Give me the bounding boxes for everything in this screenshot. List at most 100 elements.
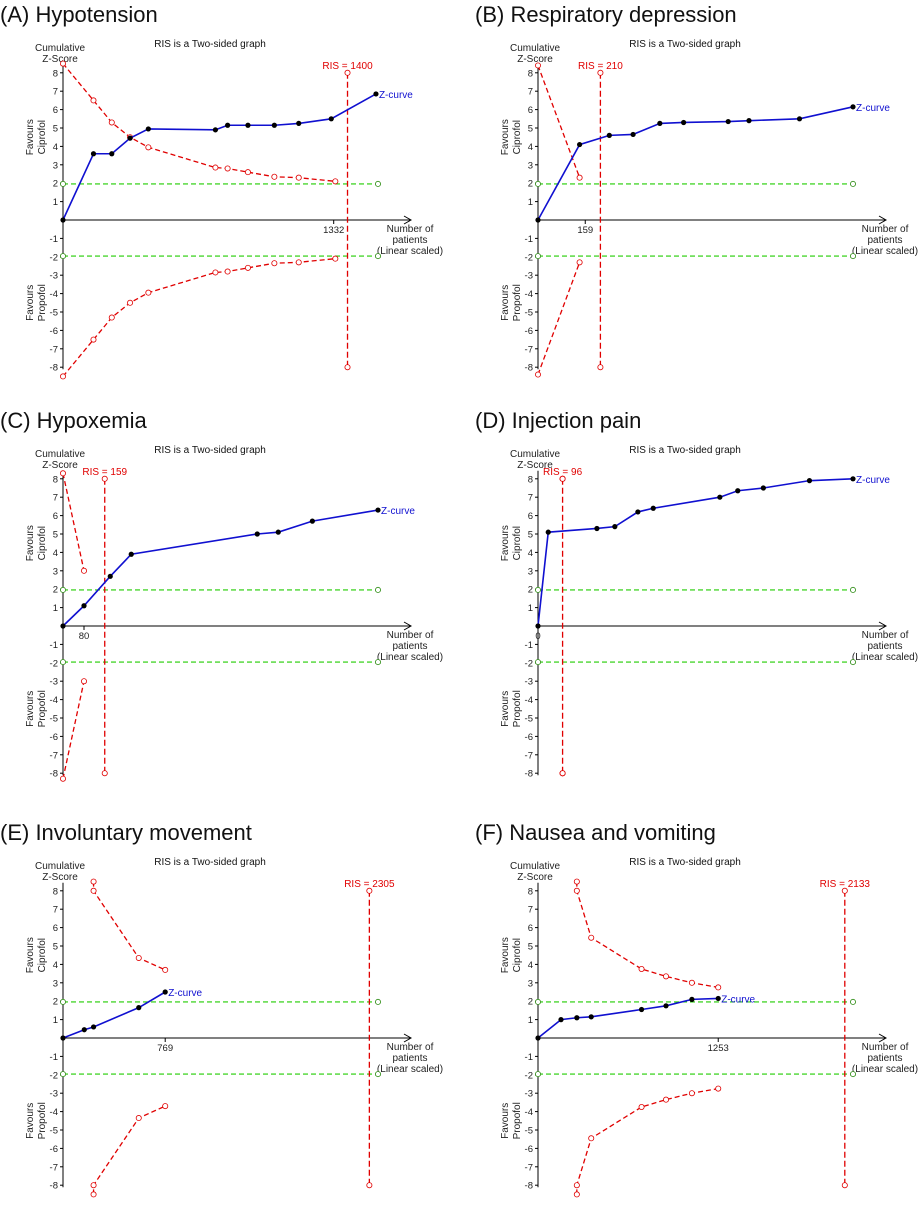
boundary-point (224, 268, 231, 275)
panel-title: (C) Hypoxemia (0, 408, 147, 433)
x-axis-label: patients (867, 641, 902, 652)
y-tick-label: -5 (525, 1126, 533, 1137)
z-curve-point (535, 1035, 541, 1041)
z-curve-point (650, 505, 656, 511)
upper-monitoring-boundary (537, 65, 581, 178)
y-tick-label: 5 (53, 942, 58, 953)
favours-lower-line: Propofol (512, 690, 523, 727)
y-tick-label: 3 (53, 978, 58, 989)
z-curve-point (612, 524, 618, 530)
y-tick-label: -5 (50, 308, 58, 319)
y-tick-label: -7 (525, 1162, 533, 1173)
favours-lower-label: Favours Propofol (500, 690, 523, 727)
y-tick-label: 3 (528, 566, 533, 577)
x-axis-label: (Linear scaled) (852, 246, 918, 257)
y-tick-label: 2 (53, 997, 58, 1008)
x-axis-arrow (403, 215, 413, 225)
y-tick-label: 2 (528, 997, 533, 1008)
boundary-marker (60, 180, 67, 187)
x-tick-label: 1332 (323, 225, 344, 236)
boundary-marker (374, 1071, 381, 1078)
chart-svg: (B) Respiratory depression RIS is a Two-s… (475, 2, 918, 378)
boundary-point (127, 299, 134, 306)
z-curve-point (558, 1017, 564, 1023)
boundary-point (145, 289, 152, 296)
y-axis-label: Cumulative (35, 861, 85, 872)
x-axis-arrow (403, 621, 413, 631)
y-tick-label: -6 (50, 326, 58, 337)
y-tick-label: 1 (53, 197, 58, 208)
ris-marker (597, 364, 604, 371)
x-axis-label: Number of (387, 630, 434, 641)
x-tick-label: 0 (535, 631, 540, 642)
boundary-point (295, 174, 302, 181)
y-tick-label: -6 (525, 1144, 533, 1155)
boundary-point (576, 259, 583, 266)
boundary-point (535, 371, 542, 378)
graph-subtitle: RIS is a Two-sided graph (154, 445, 266, 456)
y-tick-label: 4 (53, 142, 58, 153)
boundary-point (224, 165, 231, 172)
favours-upper-label: Favours Ciprofol (25, 525, 48, 561)
y-tick-label: -1 (525, 640, 533, 651)
z-curve-point (606, 132, 612, 138)
boundary-point (573, 1191, 580, 1198)
favours-lower-line: Favours (25, 691, 36, 727)
y-tick-label: -4 (525, 289, 533, 300)
x-tick-label: 769 (157, 1043, 173, 1054)
favours-upper-label: Favours Ciprofol (500, 937, 523, 973)
boundary-point (573, 878, 580, 885)
graph-subtitle: RIS is a Two-sided graph (154, 857, 266, 868)
z-curve-label: Z-curve (856, 103, 890, 114)
chart-svg: (F) Nausea and vomiting RIS is a Two-side… (475, 820, 918, 1198)
graph-subtitle: RIS is a Two-sided graph (629, 39, 741, 50)
x-axis-label: Number of (862, 1042, 909, 1053)
z-curve (537, 997, 719, 1039)
y-tick-label: -1 (50, 640, 58, 651)
y-tick-label: 8 (53, 474, 58, 485)
ris-marker (841, 887, 848, 894)
z-curve-point (535, 217, 541, 223)
y-tick-label: -5 (50, 714, 58, 725)
boundary-point (90, 1182, 97, 1189)
boundary-point (638, 1103, 645, 1110)
y-tick-label: -6 (525, 326, 533, 337)
x-axis-label: patients (867, 235, 902, 246)
z-curve-label: Z-curve (856, 475, 890, 486)
x-axis-arrow (878, 1033, 888, 1043)
favours-lower-label: Favours Propofol (25, 284, 48, 321)
boundary-marker (535, 586, 542, 593)
z-curve-point (145, 126, 151, 132)
favours-lower-line: Favours (25, 285, 36, 321)
z-curve-point (850, 476, 856, 482)
boundary-point (212, 269, 219, 276)
boundary-point (244, 169, 251, 176)
x-tick-label: 159 (577, 225, 593, 236)
z-curve (62, 509, 379, 627)
panel-title: (B) Respiratory depression (475, 2, 737, 27)
y-tick-label: 7 (53, 493, 58, 504)
y-tick-label: -3 (50, 1089, 58, 1100)
y-axis-label: Cumulative (35, 43, 85, 54)
favours-upper-label: Favours Ciprofol (500, 525, 523, 561)
tsa-panel: (A) Hypotension RIS is a Two-sided graph C… (0, 0, 460, 399)
favours-lower-line: Propofol (37, 284, 48, 321)
ris-label: RIS = 96 (543, 467, 583, 478)
x-axis-label: (Linear scaled) (377, 246, 443, 257)
x-axis-label: Number of (862, 630, 909, 641)
ris-marker (366, 1182, 373, 1189)
tsa-panel: (C) Hypoxemia RIS is a Two-sided graph Cum… (0, 406, 460, 805)
z-curve-point (635, 509, 641, 515)
x-axis-arrow (878, 215, 888, 225)
y-tick-label: 4 (53, 960, 58, 971)
y-tick-label: -8 (50, 1181, 58, 1192)
z-curve-point (760, 485, 766, 491)
y-axis-label: Cumulative (510, 43, 560, 54)
y-tick-label: 5 (528, 942, 533, 953)
y-tick-label: -3 (525, 677, 533, 688)
boundary-point (663, 1096, 670, 1103)
z-curve-point (630, 131, 636, 138)
y-tick-label: 4 (528, 548, 533, 559)
z-curve-point (127, 135, 133, 141)
y-tick-label: 8 (528, 886, 533, 897)
